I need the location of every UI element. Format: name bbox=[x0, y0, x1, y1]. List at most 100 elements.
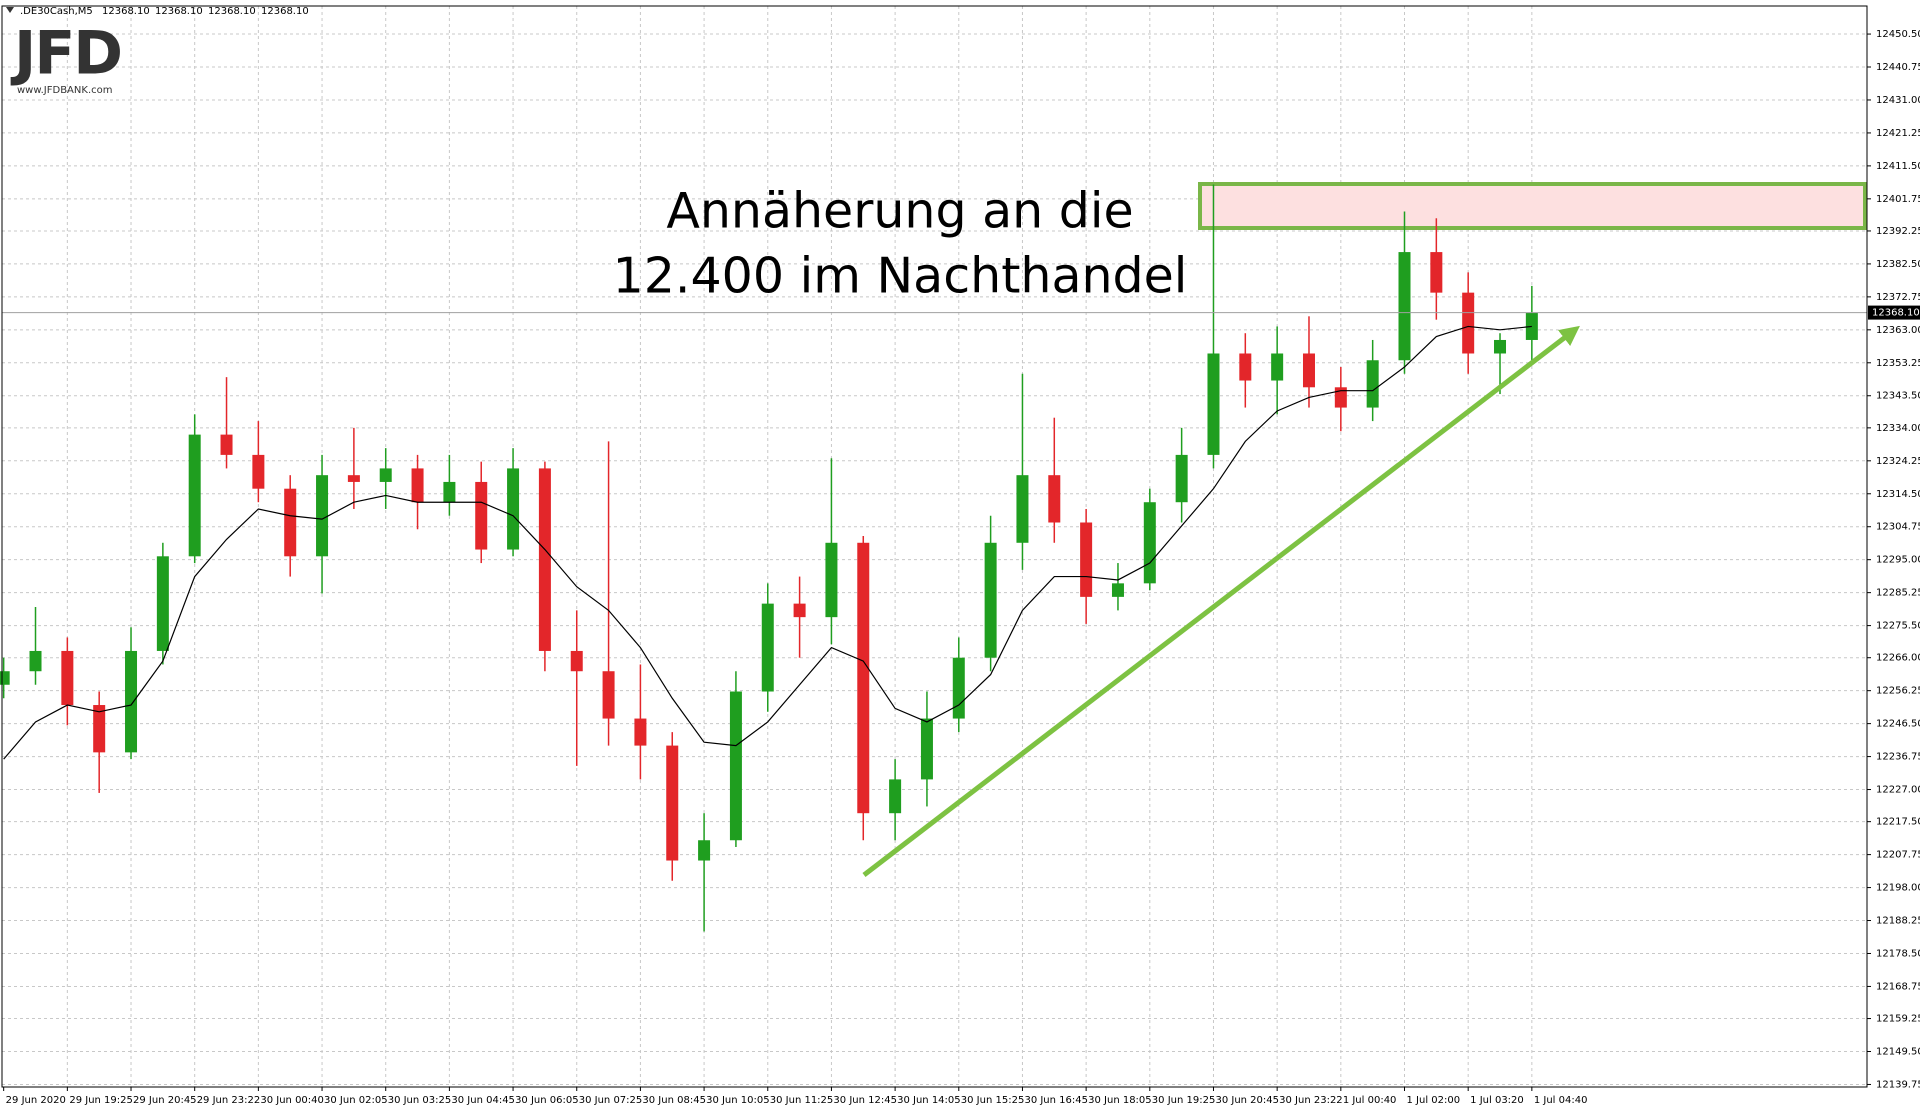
y-tick-label: 12353.25 bbox=[1876, 358, 1920, 369]
candle-body bbox=[507, 468, 520, 550]
y-tick-label: 12382.50 bbox=[1876, 259, 1920, 270]
candle-body bbox=[698, 840, 711, 861]
candle-body bbox=[1494, 339, 1507, 354]
x-tick-label: 30 Jun 03:25 bbox=[388, 1095, 452, 1106]
candle-body bbox=[538, 468, 551, 651]
y-tick-label: 12363.00 bbox=[1876, 325, 1920, 336]
y-tick-label: 12421.25 bbox=[1876, 128, 1920, 139]
x-tick-label: 29 Jun 23:22 bbox=[197, 1095, 261, 1106]
x-tick-label: 30 Jun 06:05 bbox=[515, 1095, 579, 1106]
candle-body bbox=[1048, 475, 1061, 523]
y-tick-label: 12392.25 bbox=[1876, 226, 1920, 237]
y-tick-label: 12343.50 bbox=[1876, 391, 1920, 402]
candle-body bbox=[1430, 252, 1443, 293]
candle-body bbox=[1239, 353, 1252, 381]
candle-body bbox=[1175, 454, 1188, 503]
quote: 12368.10 bbox=[208, 6, 256, 17]
symbol: .DE30Cash,M5 bbox=[20, 6, 93, 17]
quote: 12368.10 bbox=[102, 6, 150, 17]
x-tick-label: 30 Jun 08:45 bbox=[642, 1095, 706, 1106]
candle-body bbox=[188, 434, 201, 557]
candle-body bbox=[220, 434, 233, 455]
candle-body bbox=[1080, 522, 1093, 597]
candle-body bbox=[1462, 292, 1475, 354]
y-tick-label: 12431.00 bbox=[1876, 95, 1920, 106]
y-tick-label: 12401.75 bbox=[1876, 194, 1920, 205]
x-tick-label: 1 Jul 00:40 bbox=[1343, 1095, 1397, 1106]
y-tick-label: 12168.75 bbox=[1876, 981, 1920, 992]
y-tick-label: 12149.50 bbox=[1876, 1047, 1920, 1058]
logo-url: www.JFDBANK.com bbox=[17, 85, 112, 96]
quote: 12368.10 bbox=[155, 6, 203, 17]
logo-mark: JFD bbox=[10, 19, 121, 89]
last-price-label: 12368.10 bbox=[1872, 308, 1920, 319]
resistance-zone bbox=[1198, 182, 1867, 230]
candle-body bbox=[889, 779, 902, 814]
plot-layer bbox=[0, 184, 1867, 932]
candle-body bbox=[1525, 312, 1538, 340]
candle-body bbox=[1207, 353, 1220, 455]
candle-body bbox=[29, 650, 42, 672]
x-tick-label: 29 Jun 2020 bbox=[6, 1095, 66, 1106]
y-tick-label: 12324.25 bbox=[1876, 456, 1920, 467]
candle-body bbox=[666, 745, 679, 861]
x-tick-label: 30 Jun 16:45 bbox=[1024, 1095, 1088, 1106]
candle-body bbox=[379, 468, 392, 482]
x-tick-label: 1 Jul 03:20 bbox=[1470, 1095, 1524, 1106]
last-price-box bbox=[1868, 305, 1920, 320]
candle-body bbox=[1366, 360, 1379, 408]
y-tick-label: 12450.50 bbox=[1876, 29, 1920, 40]
y-tick-label: 12304.75 bbox=[1876, 522, 1920, 533]
annotation-text: Annäherung an die bbox=[666, 183, 1133, 240]
candle-body bbox=[1334, 387, 1347, 408]
y-tick-label: 12275.50 bbox=[1876, 621, 1920, 632]
x-tick-label: 29 Jun 20:45 bbox=[133, 1095, 197, 1106]
candle-body bbox=[729, 691, 742, 841]
x-tick-label: 30 Jun 04:45 bbox=[451, 1095, 515, 1106]
candle-body bbox=[634, 718, 647, 746]
y-tick-label: 12207.75 bbox=[1876, 850, 1920, 861]
candle-body bbox=[920, 718, 933, 780]
x-tick-label: 1 Jul 04:40 bbox=[1534, 1095, 1588, 1106]
y-tick-label: 12266.00 bbox=[1876, 653, 1920, 664]
x-tick-label: 30 Jun 02:05 bbox=[324, 1095, 388, 1106]
candle-body bbox=[93, 705, 106, 753]
y-tick-label: 12440.75 bbox=[1876, 62, 1920, 73]
x-tick-label: 30 Jun 12:45 bbox=[833, 1095, 897, 1106]
candle-body bbox=[984, 542, 997, 658]
y-tick-label: 12188.25 bbox=[1876, 916, 1920, 927]
candle-body bbox=[1398, 252, 1411, 361]
x-tick-label: 30 Jun 07:25 bbox=[579, 1095, 643, 1106]
y-tick-label: 12372.75 bbox=[1876, 292, 1920, 303]
grid-layer bbox=[2, 6, 1867, 1087]
candle-body bbox=[1143, 502, 1156, 584]
candle-body bbox=[443, 481, 456, 503]
trend-arrow bbox=[862, 325, 1580, 877]
y-tick-label: 12334.00 bbox=[1876, 423, 1920, 434]
candle-body bbox=[570, 650, 583, 672]
candle-body bbox=[475, 481, 488, 550]
candle-body bbox=[156, 556, 169, 651]
x-tick-label: 1 Jul 02:00 bbox=[1407, 1095, 1461, 1106]
y-tick-label: 12256.25 bbox=[1876, 686, 1920, 697]
x-tick-label: 30 Jun 11:25 bbox=[770, 1095, 834, 1106]
candle-body bbox=[602, 671, 615, 719]
y-tick-label: 12227.00 bbox=[1876, 785, 1920, 796]
candle-body bbox=[1302, 353, 1315, 388]
candle-body bbox=[61, 650, 74, 706]
candle-body bbox=[825, 542, 838, 618]
x-tick-label: 30 Jun 14:05 bbox=[897, 1095, 961, 1106]
x-tick-label: 30 Jun 00:40 bbox=[260, 1095, 324, 1106]
y-tick-label: 12314.50 bbox=[1876, 489, 1920, 500]
moving-average bbox=[3, 325, 1532, 760]
candle-body bbox=[857, 542, 870, 814]
y-tick-label: 12246.50 bbox=[1876, 719, 1920, 730]
candle-body bbox=[952, 657, 965, 719]
candle-body bbox=[316, 475, 329, 557]
candle-body bbox=[793, 603, 806, 618]
y-tick-label: 12217.50 bbox=[1876, 817, 1920, 828]
x-tick-label: 30 Jun 20:45 bbox=[1215, 1095, 1279, 1106]
y-tick-label: 12159.25 bbox=[1876, 1014, 1920, 1025]
